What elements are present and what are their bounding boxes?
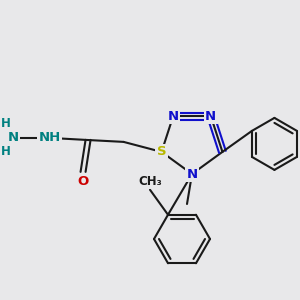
Text: N: N (205, 110, 216, 123)
Text: N: N (186, 167, 198, 181)
Text: H: H (1, 146, 10, 158)
Text: CH₃: CH₃ (138, 175, 162, 188)
Text: N: N (8, 131, 19, 144)
Text: S: S (157, 146, 166, 158)
Text: H: H (1, 117, 10, 130)
Text: NH: NH (38, 131, 61, 144)
Text: N: N (168, 110, 179, 123)
Text: O: O (77, 176, 88, 188)
